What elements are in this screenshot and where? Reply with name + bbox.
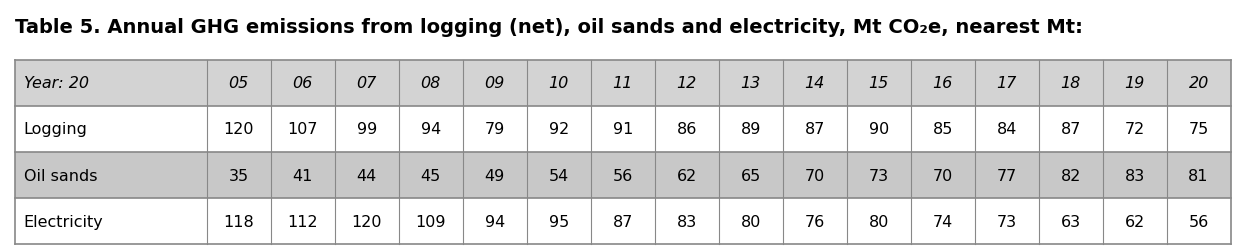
Text: 45: 45 [421, 168, 441, 183]
Text: 16: 16 [932, 76, 953, 91]
Text: Logging: Logging [24, 122, 88, 137]
Text: 09: 09 [484, 76, 505, 91]
Text: 11: 11 [613, 76, 633, 91]
Text: Electricity: Electricity [24, 214, 103, 229]
Text: 62: 62 [1124, 214, 1145, 229]
Text: 84: 84 [997, 122, 1016, 137]
Text: 73: 73 [869, 168, 889, 183]
Text: 74: 74 [932, 214, 953, 229]
Text: 90: 90 [869, 122, 889, 137]
Text: 86: 86 [676, 122, 697, 137]
Text: 80: 80 [869, 214, 889, 229]
Text: Table 5. Annual GHG emissions from logging (net), oil sands and electricity, Mt : Table 5. Annual GHG emissions from loggi… [15, 18, 1083, 37]
Text: 87: 87 [805, 122, 825, 137]
Text: 18: 18 [1061, 76, 1081, 91]
Text: 20: 20 [1188, 76, 1208, 91]
Text: 94: 94 [421, 122, 441, 137]
Text: 89: 89 [740, 122, 761, 137]
Text: 07: 07 [357, 76, 376, 91]
Text: 73: 73 [997, 214, 1016, 229]
Text: 13: 13 [740, 76, 761, 91]
Text: 44: 44 [357, 168, 376, 183]
Text: 91: 91 [613, 122, 633, 137]
Text: 56: 56 [613, 168, 633, 183]
Text: 92: 92 [548, 122, 568, 137]
Text: 15: 15 [869, 76, 889, 91]
Text: 107: 107 [287, 122, 318, 137]
Text: 87: 87 [1061, 122, 1081, 137]
Text: 112: 112 [287, 214, 318, 229]
Text: 81: 81 [1188, 168, 1208, 183]
Text: 19: 19 [1124, 76, 1145, 91]
Text: 82: 82 [1061, 168, 1081, 183]
Text: 70: 70 [805, 168, 825, 183]
Text: 87: 87 [613, 214, 633, 229]
Text: 77: 77 [997, 168, 1016, 183]
Text: 83: 83 [1124, 168, 1145, 183]
Text: 99: 99 [357, 122, 376, 137]
Text: 56: 56 [1188, 214, 1208, 229]
Text: 94: 94 [484, 214, 505, 229]
Text: 85: 85 [932, 122, 953, 137]
Text: 54: 54 [548, 168, 568, 183]
Text: 12: 12 [677, 76, 697, 91]
Text: 05: 05 [229, 76, 249, 91]
Text: 79: 79 [484, 122, 505, 137]
Text: 109: 109 [416, 214, 446, 229]
Text: 75: 75 [1188, 122, 1208, 137]
Text: 83: 83 [677, 214, 697, 229]
Text: 08: 08 [421, 76, 441, 91]
Text: 14: 14 [805, 76, 825, 91]
Text: Year: 20: Year: 20 [24, 76, 89, 91]
Text: 06: 06 [292, 76, 313, 91]
Text: 120: 120 [352, 214, 383, 229]
Text: 70: 70 [932, 168, 953, 183]
Text: 41: 41 [292, 168, 313, 183]
Text: 120: 120 [224, 122, 254, 137]
Text: 72: 72 [1124, 122, 1145, 137]
Text: 17: 17 [997, 76, 1016, 91]
Text: 118: 118 [223, 214, 254, 229]
Text: 80: 80 [740, 214, 761, 229]
Text: 49: 49 [484, 168, 505, 183]
Text: 10: 10 [548, 76, 568, 91]
Text: 35: 35 [229, 168, 249, 183]
Text: Oil sands: Oil sands [24, 168, 97, 183]
Text: 76: 76 [805, 214, 825, 229]
Text: 63: 63 [1061, 214, 1081, 229]
Text: 95: 95 [548, 214, 568, 229]
Text: 65: 65 [740, 168, 761, 183]
Text: 62: 62 [677, 168, 697, 183]
